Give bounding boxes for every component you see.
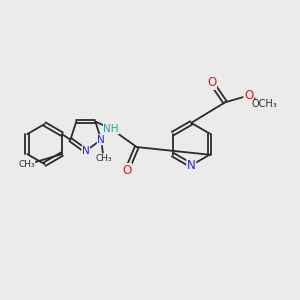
Text: N: N (187, 159, 196, 172)
Text: O: O (122, 164, 132, 176)
Text: O: O (207, 76, 217, 89)
Text: CH₃: CH₃ (18, 160, 34, 169)
Text: O: O (244, 89, 253, 102)
Text: N: N (97, 135, 105, 145)
Text: CH₃: CH₃ (95, 154, 112, 163)
Text: NH: NH (103, 124, 119, 134)
Text: OCH₃: OCH₃ (252, 99, 278, 110)
Text: N: N (82, 146, 90, 156)
